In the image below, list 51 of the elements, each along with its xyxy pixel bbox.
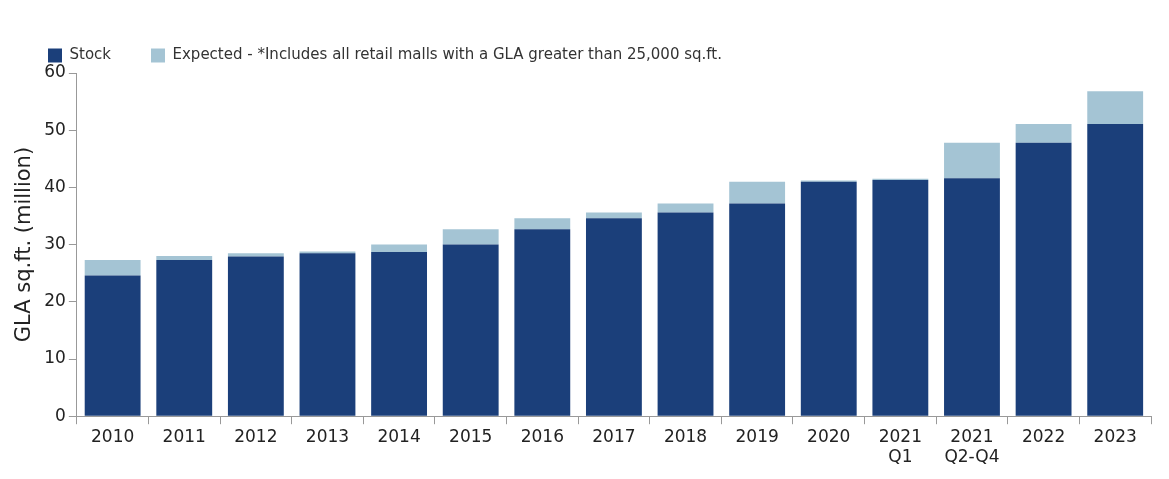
x-tick-label: 2017 xyxy=(592,425,636,446)
x-tick-label: 2018 xyxy=(663,425,708,446)
x-tick-label: 2022 xyxy=(1021,425,1066,446)
x-tick-label: 2010 xyxy=(91,425,135,446)
bar xyxy=(585,218,642,416)
bar xyxy=(84,260,141,276)
bar xyxy=(657,203,714,213)
bar xyxy=(1087,91,1144,124)
y-tick-label: 0 xyxy=(55,404,66,425)
bar xyxy=(657,212,714,416)
legend-label: Expected - *Includes all retail malls with a GLA greater than 25,000 sq.ft. xyxy=(172,45,723,64)
bar xyxy=(800,181,857,416)
bar xyxy=(514,218,571,230)
x-tick-label: 2011 xyxy=(162,425,206,446)
y-tick-label: 40 xyxy=(44,175,66,196)
x-tick-label: 2021 Q1 xyxy=(878,425,922,467)
bar xyxy=(371,252,428,416)
bar xyxy=(1015,142,1072,416)
bar xyxy=(872,179,929,416)
bar xyxy=(1015,123,1072,143)
bar xyxy=(156,256,213,261)
bar xyxy=(729,181,786,204)
bar xyxy=(371,244,428,253)
x-tick-label: 2012 xyxy=(234,425,278,446)
bar xyxy=(514,229,571,416)
x-tick-label: 2023 xyxy=(1093,425,1137,446)
y-tick-label: 60 xyxy=(44,61,66,82)
bar xyxy=(227,253,284,257)
y-tick-label: 10 xyxy=(44,347,66,368)
bar xyxy=(944,142,1000,179)
y-tick-label: 50 xyxy=(44,118,66,139)
bar xyxy=(84,275,141,416)
bar xyxy=(299,253,356,416)
bar xyxy=(442,244,499,416)
x-tick-label: 2021 Q2-Q4 xyxy=(944,425,1000,467)
x-tick-label: 2015 xyxy=(449,425,493,446)
bar xyxy=(1087,123,1144,416)
x-tick-label: 2014 xyxy=(377,425,421,446)
bar xyxy=(227,256,284,416)
x-tick-label: 2019 xyxy=(735,425,779,446)
bar xyxy=(729,203,786,416)
x-tick-label: 2013 xyxy=(305,425,350,446)
y-axis-title: GLA sq.ft. (million) xyxy=(11,146,36,343)
y-tick-label: 30 xyxy=(44,233,66,254)
bar xyxy=(156,260,213,416)
bar xyxy=(442,229,499,245)
bar xyxy=(944,178,1000,416)
legend-label: Stock xyxy=(69,45,112,64)
y-tick-label: 20 xyxy=(44,290,66,311)
x-tick-label: 2016 xyxy=(520,425,564,446)
x-tick-label: 2020 xyxy=(807,425,851,446)
